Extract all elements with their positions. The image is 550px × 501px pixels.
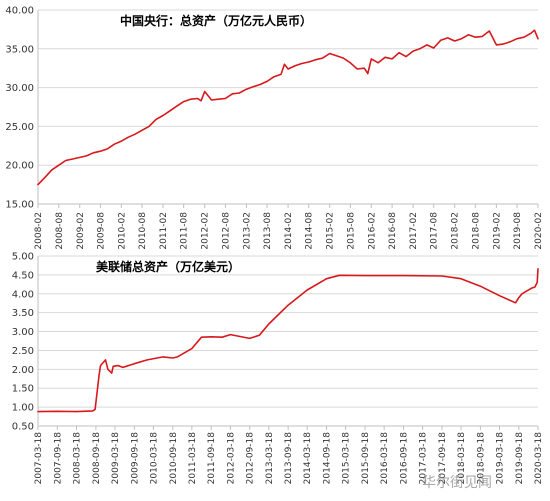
- x-tick-label: 2014-03-18: [303, 432, 313, 485]
- x-tick-label: 2014-08: [305, 212, 315, 250]
- x-tick-label: 2012-09-18: [246, 432, 256, 485]
- x-tick-label: 2016-03-18: [380, 432, 390, 485]
- chart-title: 美联储总资产（万亿美元）: [96, 259, 240, 274]
- x-tick-label: 2013-08: [263, 212, 273, 250]
- y-tick-label: 15.00: [5, 200, 34, 211]
- x-tick-label: 2015-08: [346, 212, 356, 250]
- x-tick-label: 2009-08: [96, 212, 106, 250]
- fed-total-assets-chart: 0.50 1.00 1.50 2.00 2.50 3.00 3.50 4.00 4.50 5.00…: [12, 252, 544, 485]
- x-tick-label: 2013-03-18: [265, 432, 275, 485]
- x-tick-label: 2017-03-18: [419, 432, 429, 485]
- x-tick-label: 2017-09-18: [438, 432, 448, 485]
- x-tick-label: 2015-09-18: [361, 432, 371, 485]
- x-tick-label: 2008-02: [34, 212, 44, 250]
- y-tick-label: 3.00: [12, 327, 34, 338]
- x-tick-label: 2016-08: [388, 212, 398, 250]
- x-tick-label: 2012-03-18: [226, 432, 236, 485]
- x-tick-label: 2009-02: [76, 212, 86, 250]
- y-tick-label: 5.00: [12, 252, 34, 263]
- x-tick-label: 2010-03-18: [149, 432, 159, 485]
- x-tick-label: 2011-02: [159, 212, 169, 250]
- y-tick-label: 3.50: [12, 308, 34, 319]
- x-tick-label: 2017-08: [430, 212, 440, 250]
- x-tick-label: 2015-02: [326, 212, 336, 250]
- y-tick-label: 35.00: [5, 44, 34, 55]
- y-tick-label: 20.00: [5, 161, 34, 172]
- x-tick-label: 2009-09-18: [130, 432, 140, 485]
- x-tick-label: 2013-09-18: [284, 432, 294, 485]
- x-tick-label: 2017-02: [409, 212, 419, 250]
- x-tick-label: 2019-03-18: [495, 432, 505, 485]
- watermark: 华尔街见闻: [422, 475, 492, 491]
- x-tick-label: 2016-02: [367, 212, 377, 250]
- x-tick-label: 2012-08: [221, 212, 231, 250]
- x-tick-label: 2015-03-18: [342, 432, 352, 485]
- x-tick-label: 2019-09-18: [515, 432, 525, 485]
- x-tick-label: 2014-02: [284, 212, 294, 250]
- x-tick-label: 2018-09-18: [476, 432, 486, 485]
- x-tick-label: 2018-08: [471, 212, 481, 250]
- x-tick-label: 2013-02: [242, 212, 252, 250]
- series-line: [37, 29, 539, 186]
- y-tick-label: 30.00: [5, 83, 34, 94]
- x-tick-label: 2020-02: [534, 212, 544, 250]
- x-tick-label: 2020-03-18: [534, 432, 544, 485]
- y-tick-label: 4.50: [12, 270, 34, 281]
- x-tick-label: 2007-03-18: [34, 432, 44, 485]
- y-tick-label: 40.00: [5, 6, 34, 17]
- y-tick-label: 25.00: [5, 122, 34, 133]
- x-tick-label: 2016-09-18: [400, 432, 410, 485]
- y-tick-label: 0.50: [12, 422, 34, 433]
- y-tick-label: 2.50: [12, 346, 34, 357]
- pboc-total-assets-chart: 15.00 20.00 25.00 30.00 35.00 40.00 2008-02 200…: [5, 6, 544, 250]
- x-tick-label: 2008-03-18: [73, 432, 83, 485]
- x-tick-label: 2010-09-18: [169, 432, 179, 485]
- x-tick-label: 2012-02: [201, 212, 211, 250]
- x-tick-label: 2019-02: [492, 212, 502, 250]
- x-tick-label: 2010-02: [117, 212, 127, 250]
- series-line: [37, 268, 539, 413]
- x-tick-label: 2011-08: [180, 212, 190, 250]
- x-tick-label: 2008-08: [55, 212, 65, 250]
- x-tick-label: 2007-09-18: [53, 432, 63, 485]
- x-tick-label: 2018-03-18: [457, 432, 467, 485]
- y-tick-label: 2.00: [12, 365, 34, 376]
- y-tick-label: 1.00: [12, 403, 34, 414]
- x-tick-label: 2011-09-18: [207, 432, 217, 485]
- x-tick-label: 2014-09-18: [323, 432, 333, 485]
- x-tick-label: 2011-03-18: [188, 432, 198, 485]
- y-tick-label: 4.00: [12, 289, 34, 300]
- chart-title: 中国央行：总资产（万亿元人民币）: [120, 13, 312, 28]
- y-tick-label: 1.50: [12, 384, 34, 395]
- x-tick-label: 2008-09-18: [92, 432, 102, 485]
- x-tick-label: 2009-03-18: [111, 432, 121, 485]
- x-tick-label: 2010-08: [138, 212, 148, 250]
- x-tick-label: 2018-02: [451, 212, 461, 250]
- x-tick-label: 2019-08: [513, 212, 523, 250]
